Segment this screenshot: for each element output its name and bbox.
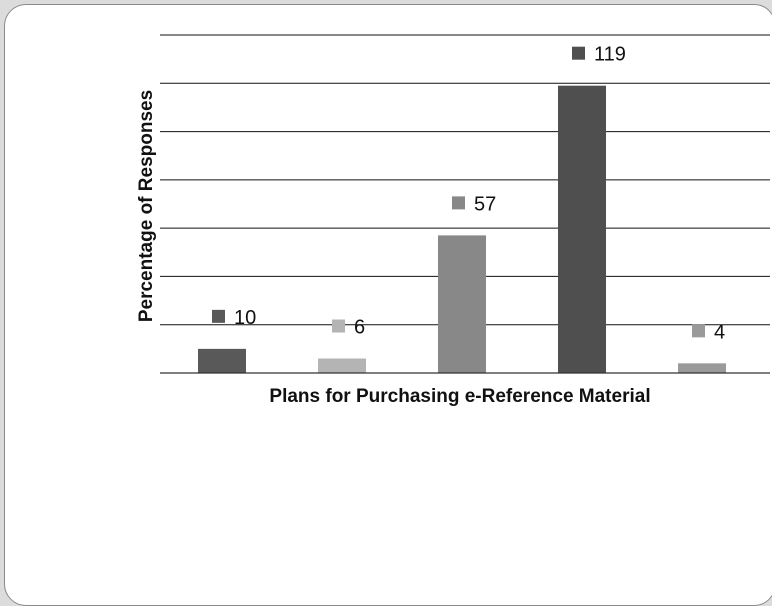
data-label-marker bbox=[452, 196, 465, 210]
bar-4 bbox=[558, 85, 606, 373]
data-labels: 10 6 57 119 4 bbox=[212, 44, 725, 343]
data-label-value: 4 bbox=[714, 321, 725, 343]
y-axis-title: Percentage of Responses bbox=[136, 90, 157, 322]
bar-1 bbox=[198, 348, 246, 373]
bar-2 bbox=[318, 358, 366, 373]
data-label-value: 10 bbox=[234, 307, 256, 329]
bar-3 bbox=[438, 235, 486, 373]
x-axis-title: Plans for Purchasing e-Reference Materia… bbox=[269, 386, 650, 407]
data-label-value: 6 bbox=[354, 317, 365, 339]
bars bbox=[198, 85, 726, 373]
bar-5 bbox=[678, 363, 726, 373]
slide-card bbox=[4, 4, 772, 606]
data-label-marker bbox=[692, 324, 705, 338]
data-label-marker bbox=[212, 309, 225, 323]
data-label-value: 119 bbox=[594, 44, 626, 66]
data-label-marker bbox=[332, 319, 345, 333]
data-label-marker bbox=[572, 46, 585, 60]
data-label-value: 57 bbox=[474, 193, 496, 215]
bar-chart: 10 6 57 119 4 Plans for Purchasing e-Referen… bbox=[136, 34, 770, 407]
